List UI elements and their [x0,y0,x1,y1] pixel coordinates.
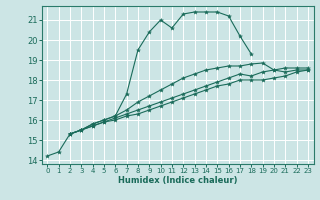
X-axis label: Humidex (Indice chaleur): Humidex (Indice chaleur) [118,176,237,185]
